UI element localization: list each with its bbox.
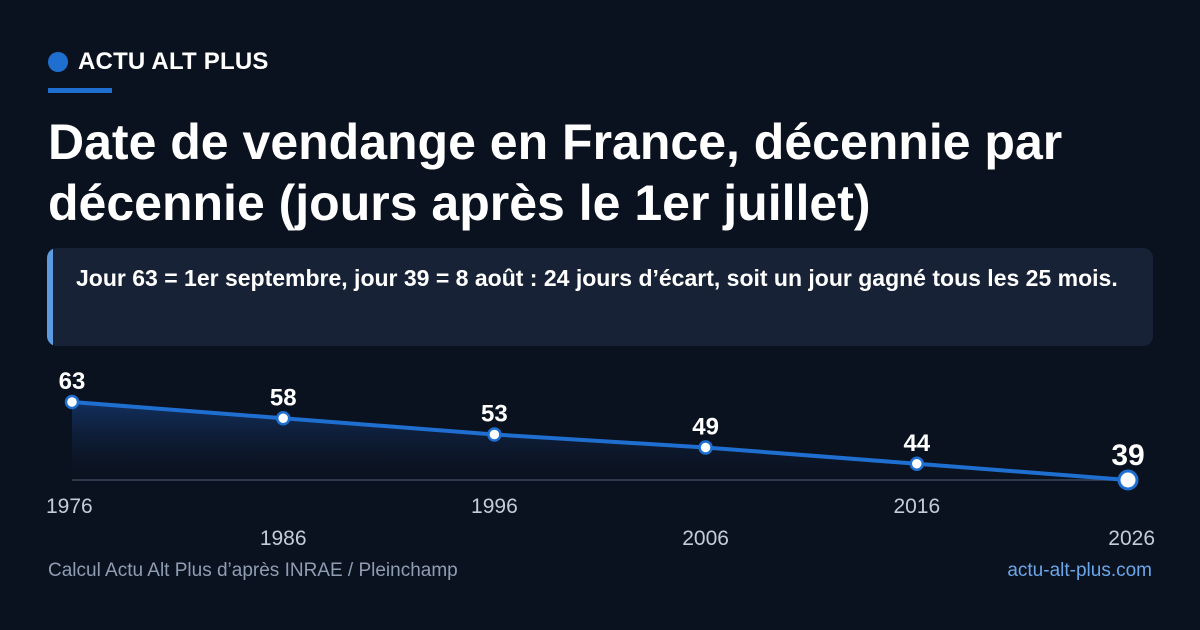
x-tick-label: 2016 [893, 495, 940, 518]
callout-accent-bar [47, 248, 53, 346]
brand-name: ACTU ALT PLUS [78, 48, 269, 75]
x-tick-label: 1976 [46, 495, 93, 518]
data-point [1117, 469, 1139, 491]
data-point [487, 427, 502, 442]
chart-title: Date de vendange en France, décennie par… [48, 114, 1063, 231]
source-note: Calcul Actu Alt Plus d’après INRAE / Ple… [48, 560, 458, 581]
brand-dot-icon [48, 52, 68, 72]
x-tick-label: 2006 [682, 527, 729, 550]
data-point [909, 456, 925, 471]
data-label: 58 [270, 384, 297, 411]
callout-text: Jour 63 = 1er septembre, jour 39 = 8 aoû… [76, 265, 1118, 291]
x-tick-label: 1996 [471, 495, 518, 518]
data-label: 49 [692, 414, 719, 441]
data-label: 63 [59, 368, 86, 395]
data-label: 44 [903, 430, 930, 457]
callout-box: Jour 63 = 1er septembre, jour 39 = 8 aoû… [47, 248, 1153, 346]
data-label: 39 [1111, 439, 1144, 472]
data-label: 53 [481, 401, 508, 428]
data-point [64, 394, 80, 410]
series-line [71, 400, 1129, 482]
data-point [275, 411, 291, 426]
data-point [698, 440, 713, 455]
brand: ACTU ALT PLUS [48, 48, 269, 76]
x-tick-label: 2026 [1108, 527, 1155, 550]
x-tick-label: 1986 [260, 527, 307, 550]
site-link[interactable]: actu-alt-plus.com [1007, 560, 1152, 581]
brand-underline [48, 88, 112, 93]
